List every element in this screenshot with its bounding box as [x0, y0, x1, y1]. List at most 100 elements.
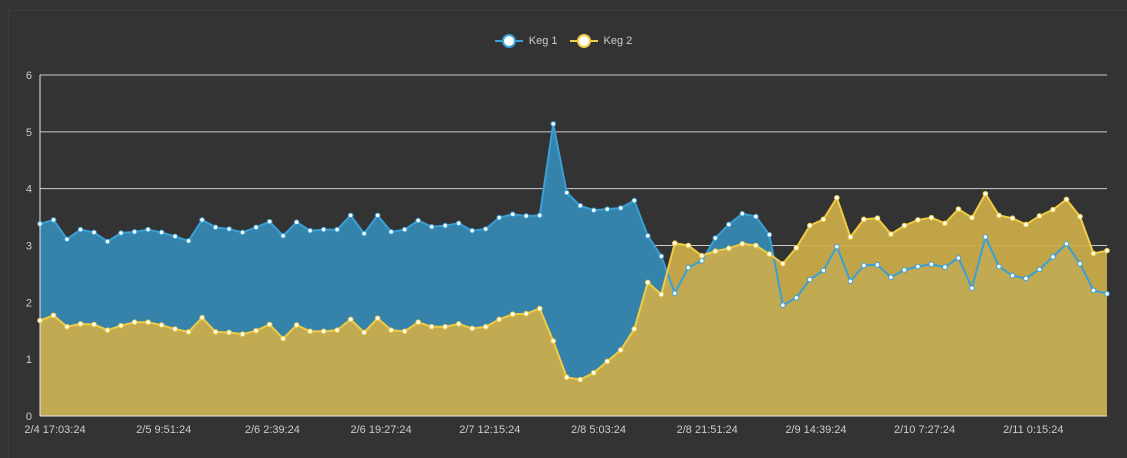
data-point-series-2 — [1104, 247, 1110, 254]
data-point-series-2 — [699, 252, 705, 259]
data-point-series-1 — [496, 214, 503, 221]
legend-item-keg-2[interactable]: Keg 2 — [569, 34, 633, 48]
data-point-series-1 — [699, 258, 705, 264]
y-tick-label: 6 — [26, 70, 32, 82]
data-point-series-1 — [928, 261, 935, 268]
data-point-series-2 — [523, 310, 530, 317]
data-point-series-2 — [1063, 196, 1070, 203]
data-point-series-1 — [982, 234, 989, 240]
data-point-series-1 — [1050, 254, 1056, 260]
data-point-series-1 — [861, 262, 867, 269]
data-point-series-1 — [617, 205, 624, 211]
data-point-series-1 — [1077, 260, 1083, 267]
data-point-series-1 — [739, 210, 746, 217]
data-point-series-1 — [888, 274, 894, 281]
data-point-series-2 — [239, 331, 246, 337]
data-point-series-1 — [753, 213, 759, 220]
data-point-series-1 — [428, 223, 435, 230]
legend-swatch-keg-2 — [569, 34, 598, 48]
data-point-series-1 — [280, 233, 286, 239]
data-point-series-2 — [861, 216, 867, 223]
data-point-series-2 — [172, 326, 178, 332]
data-point-series-1 — [509, 211, 516, 218]
data-point-series-2 — [253, 327, 259, 334]
data-point-series-1 — [455, 220, 462, 227]
data-point-series-1 — [1104, 291, 1110, 297]
data-point-series-2 — [320, 328, 327, 335]
data-point-series-2 — [671, 240, 678, 247]
data-point-series-1 — [550, 121, 557, 127]
data-point-series-2 — [185, 329, 192, 335]
data-point-series-1 — [820, 267, 827, 274]
data-point-series-1 — [145, 226, 151, 233]
y-tick-label: 3 — [26, 241, 32, 253]
data-point-series-1 — [644, 233, 651, 239]
chart-legend: Keg 1 Keg 2 — [0, 34, 1127, 48]
x-tick-label: 2/6 2:39:24 — [245, 424, 300, 436]
data-point-series-2 — [726, 245, 732, 252]
data-point-series-2 — [361, 329, 367, 336]
data-point-series-2 — [982, 190, 989, 197]
data-point-series-1 — [969, 285, 975, 291]
data-point-series-1 — [1063, 240, 1070, 247]
data-point-series-1 — [726, 221, 732, 228]
data-point-series-2 — [739, 240, 746, 247]
data-point-series-1 — [793, 294, 800, 301]
data-point-series-2 — [1023, 221, 1029, 228]
data-point-series-1 — [712, 235, 719, 241]
data-point-series-1 — [1036, 266, 1043, 273]
data-point-series-2 — [482, 323, 489, 330]
data-point-series-2 — [753, 242, 759, 249]
data-point-series-2 — [77, 321, 84, 327]
x-tick-label: 2/4 17:03:24 — [24, 424, 85, 436]
data-point-series-1 — [388, 229, 394, 235]
y-tick-label: 0 — [26, 411, 32, 423]
data-point-series-1 — [320, 226, 327, 233]
data-point-series-2 — [955, 206, 962, 212]
data-point-series-2 — [685, 242, 692, 249]
legend-marker-keg-1 — [501, 34, 516, 48]
data-point-series-1 — [807, 276, 813, 283]
data-point-series-2 — [496, 316, 503, 323]
data-point-series-2 — [266, 321, 273, 328]
data-point-series-2 — [604, 358, 611, 365]
data-point-series-1 — [847, 278, 854, 285]
data-point-series-2 — [780, 260, 786, 267]
data-point-series-1 — [996, 263, 1002, 270]
data-point-series-1 — [226, 226, 232, 232]
x-tick-label: 2/5 9:51:24 — [136, 424, 191, 436]
data-point-series-1 — [766, 231, 773, 238]
x-tick-label: 2/9 14:39:24 — [785, 424, 846, 436]
data-point-series-1 — [172, 233, 178, 240]
data-point-series-2 — [644, 279, 651, 286]
data-point-series-1 — [77, 226, 84, 233]
data-point-series-1 — [158, 229, 165, 236]
data-point-series-1 — [401, 226, 408, 233]
data-point-series-1 — [91, 229, 97, 236]
data-point-series-1 — [374, 212, 381, 219]
data-point-series-1 — [266, 218, 273, 225]
data-point-series-1 — [469, 227, 476, 234]
data-point-series-1 — [239, 229, 246, 236]
data-point-series-1 — [942, 264, 948, 270]
data-point-series-2 — [415, 319, 421, 326]
data-point-series-1 — [307, 227, 313, 234]
data-point-series-2 — [104, 327, 111, 333]
data-point-series-1 — [834, 243, 840, 250]
data-point-series-1 — [901, 267, 908, 273]
data-point-series-1 — [212, 224, 219, 231]
data-point-series-2 — [658, 291, 665, 298]
data-point-series-1 — [64, 236, 70, 243]
data-point-series-2 — [550, 338, 557, 344]
data-point-series-2 — [64, 323, 70, 330]
legend-item-keg-1[interactable]: Keg 1 — [494, 34, 558, 48]
legend-label-keg-2: Keg 2 — [603, 35, 633, 47]
data-point-series-1 — [685, 264, 692, 271]
data-point-series-2 — [1090, 250, 1097, 257]
data-point-series-2 — [199, 314, 205, 321]
data-point-series-1 — [658, 253, 665, 260]
data-point-series-1 — [780, 302, 786, 308]
data-point-series-1 — [361, 230, 367, 237]
data-point-series-2 — [293, 322, 300, 328]
